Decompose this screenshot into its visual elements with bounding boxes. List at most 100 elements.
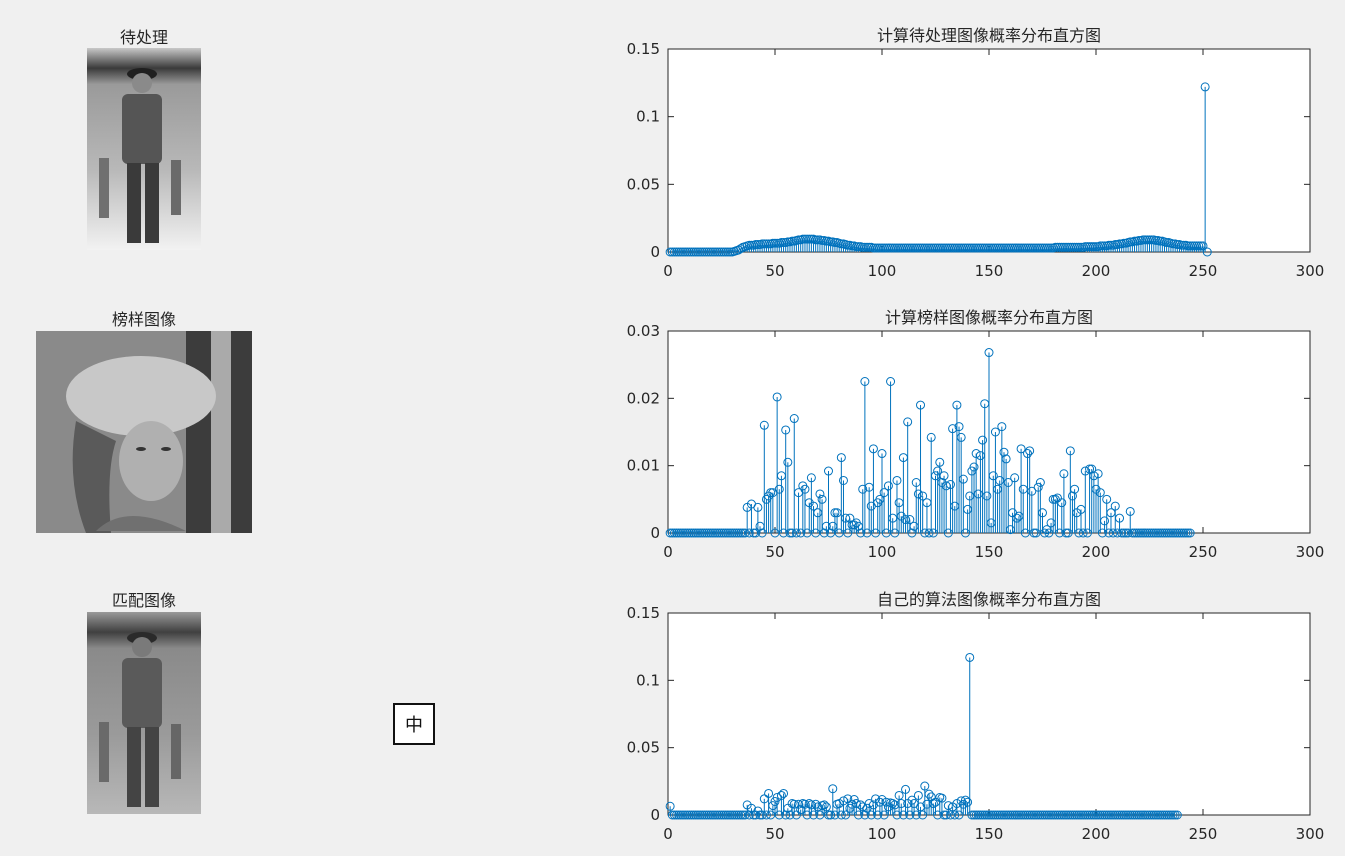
- stem-marker: [937, 793, 947, 803]
- stem-marker: [1065, 810, 1075, 820]
- stem-marker: [781, 425, 791, 435]
- stem-marker: [744, 528, 754, 538]
- stem-marker: [1155, 528, 1165, 538]
- x-tick-label: 0: [663, 543, 673, 561]
- stem-marker: [689, 810, 699, 820]
- stem-marker: [868, 800, 878, 810]
- stem-marker: [1164, 528, 1174, 538]
- stem-marker: [729, 810, 739, 820]
- stem-marker: [693, 528, 703, 538]
- stem-marker: [1097, 810, 1107, 820]
- stem-marker: [952, 400, 962, 410]
- stem-marker: [691, 810, 701, 820]
- stem-marker: [945, 810, 955, 820]
- stem-marker: [699, 247, 709, 257]
- stem-marker: [687, 810, 697, 820]
- stem-marker: [1093, 469, 1103, 479]
- stem-marker: [1074, 810, 1084, 820]
- stem-marker: [1177, 528, 1187, 538]
- stem-marker: [1010, 810, 1020, 820]
- plot-area: [667, 612, 1311, 816]
- stem-marker: [1033, 482, 1043, 492]
- stem-marker: [1179, 528, 1189, 538]
- stem-marker: [1033, 810, 1043, 820]
- stem-marker: [918, 491, 928, 501]
- image-title-reference: 榜样图像: [111, 310, 176, 329]
- stem-marker: [710, 528, 720, 538]
- stem-marker: [1140, 528, 1150, 538]
- input-method-indicator[interactable]: 中: [393, 703, 435, 745]
- stem-marker: [1119, 810, 1129, 820]
- y-tick-label: 0.05: [627, 739, 660, 757]
- stem-marker: [939, 471, 949, 481]
- stem-marker: [697, 247, 707, 257]
- stem-marker: [1110, 501, 1120, 511]
- stem-marker: [1155, 236, 1165, 246]
- stem-marker: [1029, 810, 1039, 820]
- x-tick-label: 100: [868, 543, 897, 561]
- stem-marker: [1140, 810, 1150, 820]
- stem-marker: [971, 449, 981, 459]
- stem-marker: [695, 810, 705, 820]
- stem-marker: [680, 247, 690, 257]
- stem-marker: [830, 508, 840, 518]
- stem-marker: [1035, 478, 1045, 487]
- chart-title: 自己的算法图像概率分布直方图: [877, 590, 1101, 609]
- stem-marker: [684, 247, 694, 257]
- stem-marker: [978, 810, 988, 820]
- y-tick-label: 0.15: [627, 604, 660, 622]
- stem-marker: [1159, 810, 1169, 820]
- stem-marker: [1153, 528, 1163, 538]
- stem-marker: [678, 810, 688, 820]
- stem-marker: [708, 810, 718, 820]
- stem-marker: [950, 810, 960, 820]
- stem-marker: [997, 422, 1007, 432]
- stem-marker: [1078, 810, 1088, 820]
- stem-marker: [669, 247, 679, 257]
- stem-marker: [674, 528, 684, 538]
- stem-marker: [806, 473, 816, 483]
- stem-marker: [1117, 810, 1127, 820]
- stem-marker: [800, 484, 810, 494]
- stem-marker: [935, 457, 945, 467]
- stem-marker: [1138, 528, 1148, 538]
- stem-marker: [817, 235, 827, 245]
- stem-marker: [1172, 810, 1182, 820]
- stem-marker: [761, 810, 771, 820]
- stem-marker: [1044, 810, 1054, 820]
- stem-marker: [708, 247, 718, 257]
- stem-marker: [997, 810, 1007, 820]
- stem-marker: [1149, 528, 1159, 538]
- stem-marker: [1115, 513, 1125, 523]
- stem-marker: [764, 788, 774, 798]
- stem-marker: [984, 348, 994, 358]
- stem-marker: [821, 802, 831, 812]
- x-tick-label: 250: [1189, 543, 1218, 561]
- stem-marker: [717, 528, 726, 538]
- stem-marker: [667, 810, 677, 820]
- stem-marker: [1130, 810, 1140, 820]
- chart-1: 计算待处理图像概率分布直方图 0 50 100 150 200 250 300 0 0.05 0.1…: [627, 26, 1325, 280]
- stem-marker: [999, 810, 1009, 820]
- stem-marker: [746, 803, 756, 813]
- stem-marker: [864, 799, 874, 809]
- stem-marker: [1147, 235, 1157, 245]
- stem-marker: [1085, 810, 1095, 820]
- stem-marker: [858, 484, 868, 494]
- stem-marker: [1048, 810, 1058, 820]
- x-tick-label: 250: [1189, 262, 1218, 280]
- stem-marker: [702, 528, 712, 538]
- stem-marker: [691, 247, 701, 257]
- stem-marker: [710, 810, 720, 820]
- stem-marker: [1157, 810, 1167, 820]
- stem-marker: [1023, 449, 1033, 459]
- stem-marker: [1162, 238, 1172, 248]
- portrait-photo-icon: [36, 331, 252, 533]
- stem-marker: [1159, 528, 1169, 538]
- stem-marker: [1132, 810, 1142, 820]
- stem-marker: [1142, 528, 1152, 538]
- stem-marker: [1100, 810, 1110, 820]
- x-tick-label: 0: [663, 262, 673, 280]
- stem-marker: [1070, 484, 1080, 494]
- stem-marker: [828, 784, 838, 794]
